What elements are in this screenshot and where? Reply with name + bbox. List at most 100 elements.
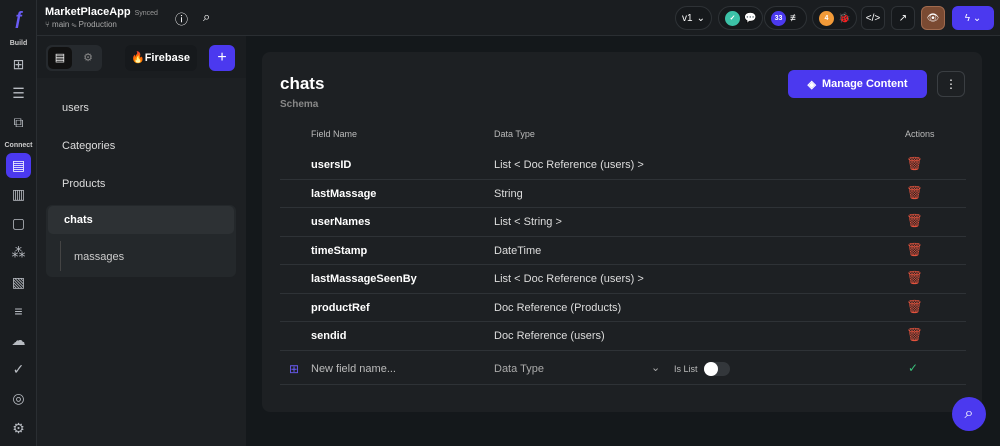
storage-icon[interactable]: ▢ <box>11 215 26 231</box>
cloud-functions-icon[interactable]: ☁ <box>11 332 26 348</box>
comments-button[interactable]: ✓ 💬 <box>718 6 764 30</box>
theme-icon[interactable]: ◎ <box>12 390 25 406</box>
collection-products[interactable]: Products <box>62 178 106 190</box>
integrations-icon[interactable]: ⁂ <box>11 244 26 260</box>
chevron-down-icon[interactable]: ⌄ <box>651 362 661 374</box>
field-row[interactable]: productRef Doc Reference (Products) 🗑 <box>280 294 966 322</box>
field-name: usersID <box>311 159 352 171</box>
header-actions: Actions <box>905 129 935 139</box>
add-widget-icon[interactable]: ⊞ <box>12 56 25 72</box>
schema-card: chats Schema ◈ Manage Content ⋮ Field Nam… <box>262 52 982 412</box>
view-toggle: ▤ ⚙ <box>46 45 102 71</box>
bugs-button[interactable]: 4 🐞 <box>812 6 858 30</box>
field-name: timeStamp <box>311 244 368 257</box>
header-field-name: Field Name <box>311 129 358 139</box>
left-rail: ƒ Build ⊞ ☰ ⧉ Connect ▤ ▥ ▢ ⁂ ▧ ≡ ☁ ✓ ◎ … <box>0 0 37 446</box>
collection-title: chats <box>280 74 325 93</box>
collection-users[interactable]: users <box>62 102 89 114</box>
preview-eye-icon[interactable]: 👁 <box>921 6 945 30</box>
data-type-select[interactable]: Data Type <box>494 363 544 375</box>
firestore-icon[interactable]: ▤ <box>6 153 31 178</box>
is-list-toggle[interactable] <box>704 362 730 376</box>
firebase-badge: 🔥Firebase <box>125 45 197 71</box>
run-button[interactable]: ϟ ⌄ <box>952 6 994 30</box>
field-row[interactable]: userNames List < String > 🗑 <box>280 208 966 237</box>
add-collection-button[interactable]: + <box>209 45 235 71</box>
trash-icon[interactable]: 🗑 <box>906 241 923 257</box>
lightning-list-icon: ≢ <box>790 12 800 24</box>
build-section-label: Build <box>9 40 28 47</box>
settings-view-icon[interactable]: ⚙ <box>83 52 93 64</box>
subcollection-massages[interactable]: massages <box>74 251 125 263</box>
manage-content-label: Manage Content <box>821 78 908 90</box>
field-name: sendid <box>311 330 347 342</box>
branch-name: main <box>52 20 70 29</box>
new-field-row: ⊞ New field name... Data Type ⌄ Is List … <box>280 354 966 385</box>
collection-categories[interactable]: Categories <box>62 140 116 152</box>
field-type: String <box>494 187 523 200</box>
schema-label: Schema <box>280 99 319 110</box>
trash-icon[interactable]: 🗑 <box>906 327 923 342</box>
bugs-count: 4 <box>819 10 834 26</box>
issues-count: 33 <box>771 10 786 26</box>
selected-collection-group: chats massages <box>46 205 236 277</box>
top-bar: MarketPlaceApp Synced ⑂ main ✎ Production… <box>37 0 1000 36</box>
field-type: Doc Reference (users) <box>494 330 605 342</box>
field-row[interactable]: usersID List < Doc Reference (users) > 🗑 <box>280 151 966 180</box>
header-data-type: Data Type <box>494 129 535 139</box>
field-row[interactable]: lastMassage String 🗑 <box>280 180 966 208</box>
tree-line <box>60 241 61 271</box>
field-row[interactable]: sendid Doc Reference (users) 🗑 <box>280 322 966 351</box>
new-field-name-input[interactable]: New field name... <box>311 363 396 375</box>
confirm-check-icon[interactable]: ✓ <box>908 361 919 375</box>
chevron-down-icon: ⌄ <box>972 12 982 24</box>
app-name-text: MarketPlaceApp <box>45 6 131 18</box>
firebase-label: Firebase <box>144 52 190 64</box>
field-type: Doc Reference (Products) <box>494 301 622 314</box>
tests-icon[interactable]: ✓ <box>12 361 25 377</box>
collections-view-icon[interactable]: ▤ <box>48 47 72 69</box>
field-row[interactable]: timeStamp DateTime 🗑 <box>280 237 966 265</box>
field-row[interactable]: lastMassageSeenBy List < Doc Reference (u… <box>280 265 966 294</box>
components-icon[interactable]: ⧉ <box>13 114 24 130</box>
add-field-icon: ⊞ <box>289 362 300 376</box>
chevron-down-icon: ⌄ <box>696 12 705 24</box>
bug-icon: 🐞 <box>838 12 851 24</box>
trash-icon[interactable]: 🗑 <box>906 184 923 200</box>
version-selector[interactable]: v1 ⌄ <box>675 6 712 30</box>
collection-chats[interactable]: chats <box>48 206 234 234</box>
field-name: productRef <box>311 301 370 314</box>
field-name: lastMassage <box>311 187 377 200</box>
environment-name: Production <box>78 20 117 29</box>
layers-icon: ◈ <box>807 78 816 91</box>
sync-status: Synced <box>134 10 158 17</box>
comment-icon: 💬 <box>744 12 757 24</box>
search-fab-icon[interactable]: ⌕ <box>952 397 986 431</box>
open-external-icon[interactable]: ↗ <box>891 6 915 30</box>
flutterflow-logo-icon[interactable]: ƒ <box>13 8 24 28</box>
field-name: userNames <box>311 216 371 228</box>
app-name: MarketPlaceApp Synced <box>45 6 158 18</box>
trash-icon[interactable]: 🗑 <box>906 156 923 171</box>
panel-toolbar: ▤ ⚙ 🔥Firebase + <box>37 36 246 78</box>
manage-content-button[interactable]: ◈ Manage Content <box>788 70 927 98</box>
more-options-icon[interactable]: ⋮ <box>937 71 965 97</box>
widget-tree-icon[interactable]: ☰ <box>12 85 25 101</box>
settings-icon[interactable]: ⚙ <box>12 420 25 436</box>
media-assets-icon[interactable]: ▧ <box>11 274 26 290</box>
app-values-icon[interactable]: ≡ <box>14 303 23 319</box>
search-icon[interactable]: ⌕ <box>203 9 211 24</box>
lightning-icon: ϟ <box>964 12 971 24</box>
schema-icon[interactable]: ▥ <box>11 186 26 202</box>
firebase-flame-icon: 🔥 <box>131 52 145 64</box>
code-icon[interactable]: </> <box>861 6 885 30</box>
field-type: DateTime <box>494 244 542 257</box>
issues-button[interactable]: 33 ≢ <box>764 6 807 30</box>
help-icon[interactable]: ⓘ <box>175 12 189 27</box>
trash-icon[interactable]: 🗑 <box>906 270 923 285</box>
field-type: List < String > <box>494 216 562 228</box>
branch-info[interactable]: ⑂ main ✎ Production <box>45 20 117 29</box>
trash-icon[interactable]: 🗑 <box>906 213 923 228</box>
field-type: List < Doc Reference (users) > <box>494 273 644 285</box>
trash-icon[interactable]: 🗑 <box>906 298 923 314</box>
